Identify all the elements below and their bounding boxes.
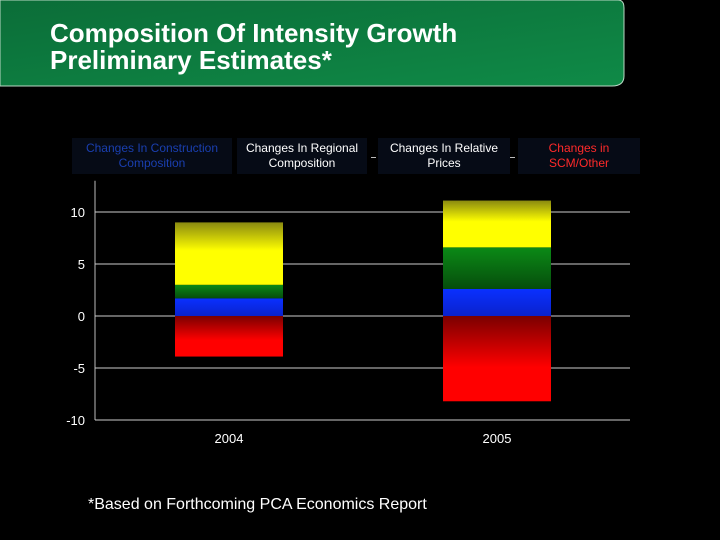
y-tick-label: 0 bbox=[78, 309, 85, 324]
legend-label-regional: Changes In Regional Composition bbox=[246, 141, 358, 171]
bar-segment-scm-other bbox=[175, 316, 283, 357]
slide-title-line-2: Preliminary Estimates* bbox=[50, 45, 332, 75]
bar-segment-construction bbox=[443, 288, 551, 316]
bar-segment-scm-other bbox=[443, 316, 551, 402]
x-tick-label: 2005 bbox=[483, 431, 512, 446]
legend-item-scm-other: Changes in SCM/Other bbox=[518, 138, 640, 174]
legend-label-construction: Changes In Construction Composition bbox=[86, 141, 218, 171]
gridlines bbox=[94, 180, 630, 421]
bar-segment-regional bbox=[175, 284, 283, 299]
legend-item-construction: Changes In Construction Composition bbox=[72, 138, 232, 174]
legend-separator bbox=[371, 157, 376, 158]
bar-segment-regional bbox=[443, 247, 551, 289]
y-tick-label: 5 bbox=[78, 257, 85, 272]
y-tick-labels: 10 5 0 -5 -10 bbox=[66, 205, 85, 428]
x-tick-label: 2004 bbox=[215, 431, 244, 446]
header-banner: Composition Of Intensity Growth Prelimin… bbox=[0, 0, 720, 90]
legend-separator bbox=[510, 157, 515, 158]
legend-label-prices: Changes In Relative Prices bbox=[390, 141, 498, 171]
bars bbox=[175, 200, 551, 402]
legend-label-scm-line2: SCM/Other bbox=[548, 156, 609, 170]
legend-item-prices: Changes In Relative Prices bbox=[378, 138, 510, 174]
legend-label-prices-line2: Prices bbox=[427, 156, 461, 170]
slide-title-line-1: Composition Of Intensity Growth bbox=[50, 18, 458, 48]
legend-item-regional: Changes In Regional Composition bbox=[237, 138, 367, 174]
y-tick-label: -10 bbox=[66, 413, 85, 428]
y-tick-label: -5 bbox=[73, 361, 85, 376]
bar-segment-construction bbox=[175, 298, 283, 316]
legend-label-scm-other: Changes in SCM/Other bbox=[549, 141, 610, 171]
legend-label-regional-line2: Composition bbox=[268, 156, 336, 170]
y-tick-label: 10 bbox=[71, 205, 85, 220]
legend-label-construction-line1: Changes In Construction bbox=[85, 141, 219, 155]
x-tick-labels: 2004 2005 bbox=[215, 431, 512, 446]
bar-segment-prices bbox=[175, 222, 283, 285]
footnote: *Based on Forthcoming PCA Economics Repo… bbox=[88, 496, 427, 513]
legend-label-prices-line1: Changes In Relative bbox=[389, 141, 499, 155]
legend-label-scm-line1: Changes in bbox=[548, 141, 610, 155]
legend-label-construction-line2: Composition bbox=[118, 156, 186, 170]
header-background bbox=[0, 0, 625, 87]
bar-segment-prices bbox=[443, 200, 551, 248]
legend-label-regional-line1: Changes In Regional bbox=[245, 141, 359, 155]
